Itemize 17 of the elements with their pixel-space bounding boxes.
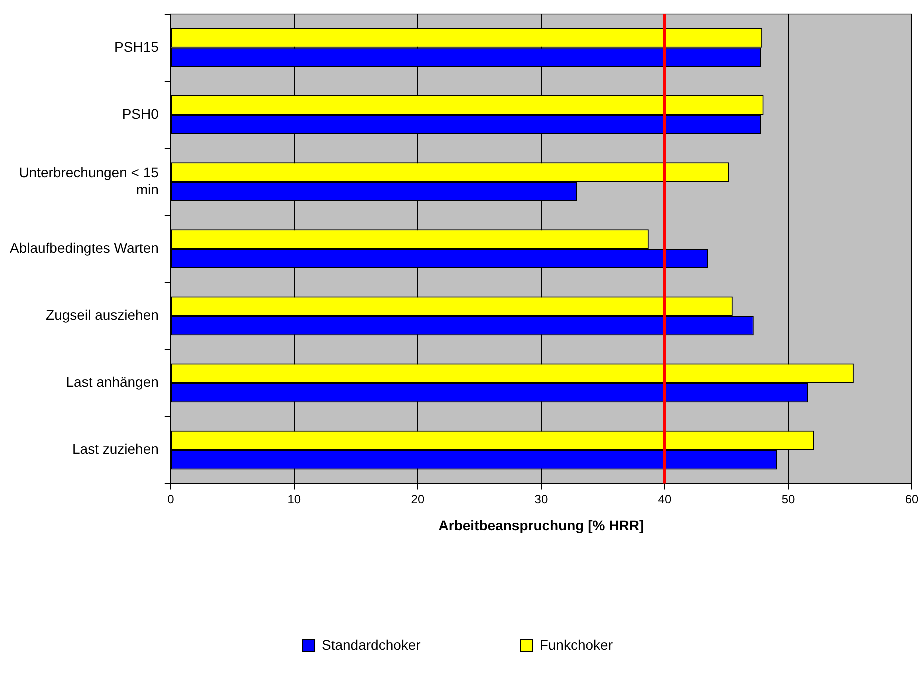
x-tick-label: 10 — [288, 492, 302, 506]
y-tick-label: PSH15 — [114, 38, 160, 55]
y-tick-label: Zugseil ausziehen — [46, 307, 159, 324]
legend-label: Standardchoker — [322, 636, 422, 653]
x-tick-label: 60 — [905, 492, 919, 506]
y-tick-label: Last anhängen — [66, 374, 159, 390]
x-tick-label: 50 — [782, 492, 796, 506]
x-tick-label: 30 — [534, 492, 548, 506]
x-tick-label: 0 — [168, 492, 175, 506]
x-axis-title: Arbeitbeanspruchung [% HRR] — [438, 517, 644, 534]
x-tick-label: 20 — [411, 492, 425, 506]
y-tick-label: Unterbrechungen < 15 min — [19, 164, 160, 198]
y-tick-label: Ablaufbedingtes Warten — [10, 240, 159, 256]
y-tick-label: PSH0 — [122, 106, 160, 122]
x-tick-label: 40 — [658, 492, 672, 506]
legend-label: Funkchoker — [540, 636, 614, 653]
y-tick-label: Last zuziehen — [72, 441, 159, 458]
